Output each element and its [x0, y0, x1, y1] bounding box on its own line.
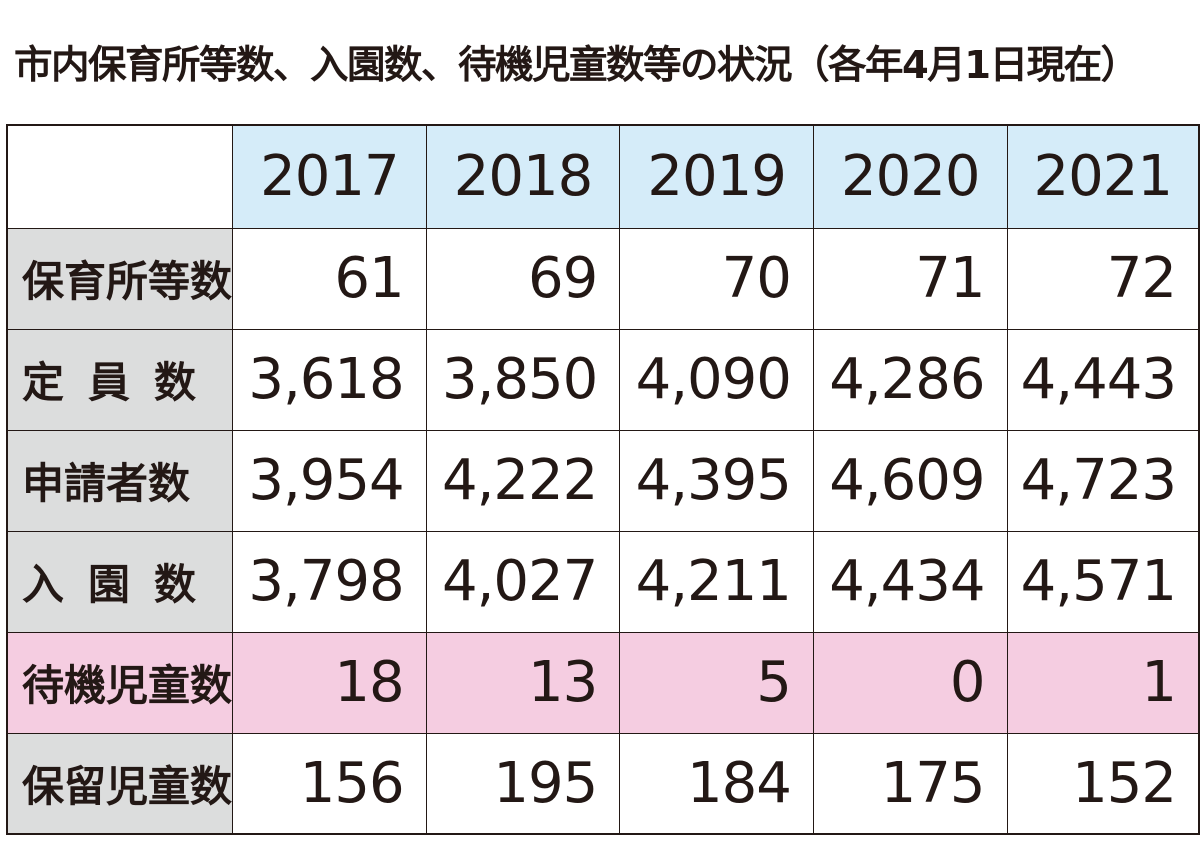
row-label: 保留児童数 [6, 732, 234, 835]
data-cell: 175 [812, 732, 1008, 835]
data-cell: 1 [1006, 631, 1200, 734]
data-cell: 4,723 [1006, 429, 1200, 532]
table-row: 保留児童数 156 195 184 175 152 [6, 732, 1200, 835]
table-row: 申請者数 3,954 4,222 4,395 4,609 4,723 [6, 429, 1200, 532]
year-header: 2021 [1006, 124, 1200, 229]
data-cell: 4,286 [812, 328, 1008, 431]
data-cell: 152 [1006, 732, 1200, 835]
data-cell: 70 [619, 227, 814, 330]
data-cell: 72 [1006, 227, 1200, 330]
data-cell: 4,609 [812, 429, 1008, 532]
data-cell: 61 [232, 227, 427, 330]
data-cell: 195 [425, 732, 621, 835]
data-cell: 4,443 [1006, 328, 1200, 431]
row-label: 申請者数 [6, 429, 234, 532]
row-label: 入園数 [6, 530, 234, 633]
table-row: 保育所等数 61 69 70 71 72 [6, 227, 1200, 330]
table-row: 定員数 3,618 3,850 4,090 4,286 4,443 [6, 328, 1200, 431]
data-cell: 4,222 [425, 429, 621, 532]
data-cell: 71 [812, 227, 1008, 330]
table-title: 市内保育所等数、入園数、待機児童数等の状況（各年4月1日現在） [14, 43, 1139, 88]
data-cell: 0 [812, 631, 1008, 734]
row-label: 保育所等数 [6, 227, 234, 330]
year-header: 2019 [619, 124, 814, 229]
data-cell: 18 [232, 631, 427, 734]
data-cell: 3,618 [232, 328, 427, 431]
data-cell: 4,395 [619, 429, 814, 532]
year-header: 2017 [232, 124, 427, 229]
data-cell: 69 [425, 227, 621, 330]
data-cell: 4,027 [425, 530, 621, 633]
year-header: 2018 [425, 124, 621, 229]
header-row: 2017 2018 2019 2020 2021 [6, 124, 1200, 229]
data-cell: 13 [425, 631, 621, 734]
year-header: 2020 [812, 124, 1008, 229]
data-cell: 184 [619, 732, 814, 835]
data-cell: 3,798 [232, 530, 427, 633]
data-cell: 3,954 [232, 429, 427, 532]
data-cell: 3,850 [425, 328, 621, 431]
table-row: 入園数 3,798 4,027 4,211 4,434 4,571 [6, 530, 1200, 633]
row-label: 待機児童数 [6, 631, 234, 734]
data-cell: 4,090 [619, 328, 814, 431]
data-cell: 4,211 [619, 530, 814, 633]
corner-cell [6, 124, 234, 229]
data-cell: 4,434 [812, 530, 1008, 633]
data-cell: 156 [232, 732, 427, 835]
row-label: 定員数 [6, 328, 234, 431]
table-row-highlighted: 待機児童数 18 13 5 0 1 [6, 631, 1200, 734]
data-cell: 5 [619, 631, 814, 734]
data-cell: 4,571 [1006, 530, 1200, 633]
data-table: 2017 2018 2019 2020 2021 保育所等数 61 69 70 … [6, 124, 1200, 835]
